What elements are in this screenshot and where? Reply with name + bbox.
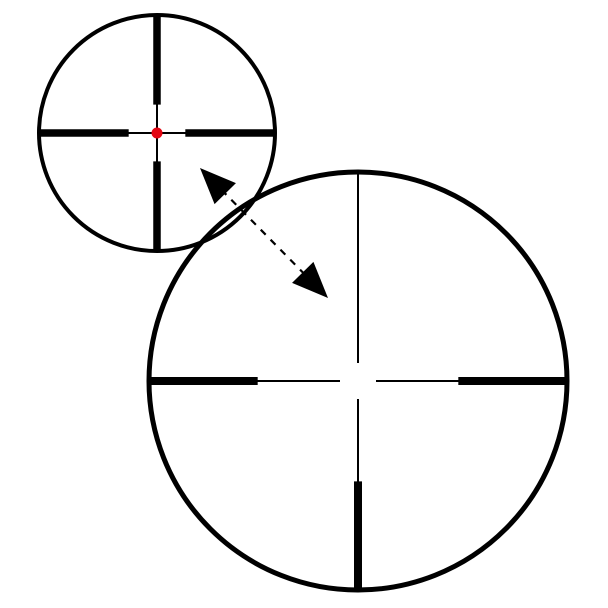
small-reticle bbox=[39, 15, 275, 251]
zoom-arrow-head bbox=[200, 168, 236, 204]
large-reticle bbox=[149, 172, 567, 590]
reticle-zoom-diagram bbox=[0, 0, 608, 608]
zoom-arrow-head bbox=[292, 262, 328, 298]
small-reticle-center-dot bbox=[152, 128, 163, 139]
zoom-arrow-shaft bbox=[221, 190, 306, 276]
